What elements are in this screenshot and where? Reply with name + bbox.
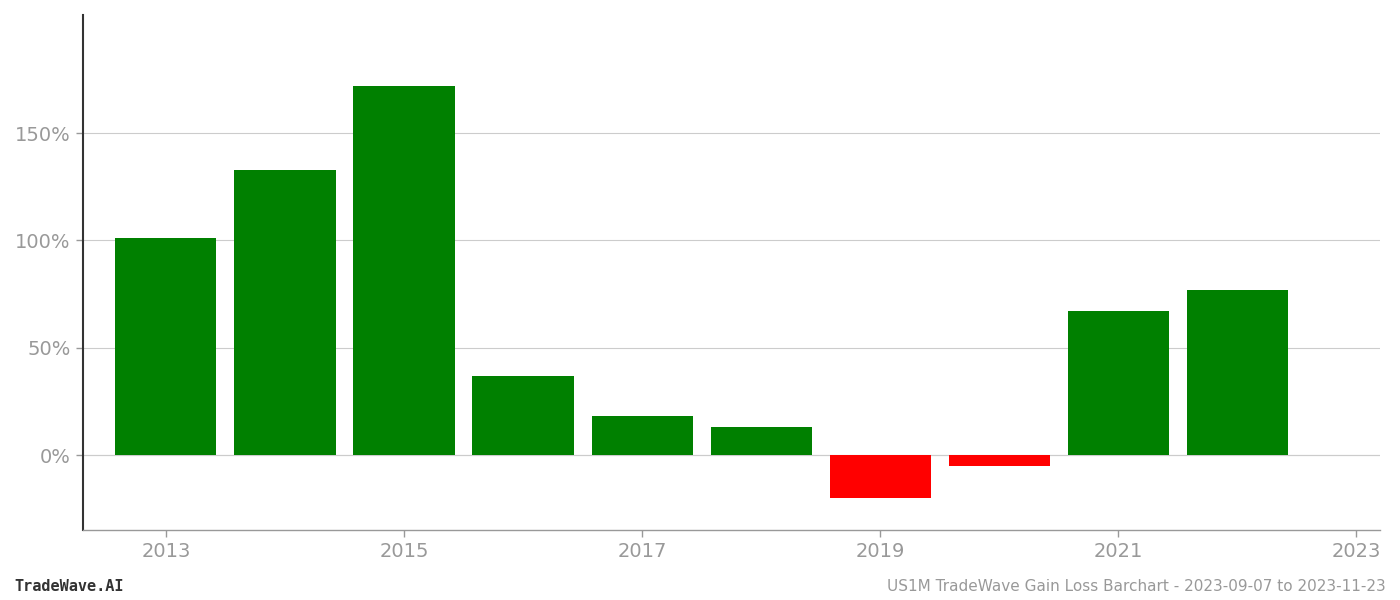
Bar <box>353 86 455 455</box>
Bar <box>711 427 812 455</box>
Bar <box>472 376 574 455</box>
Text: TradeWave.AI: TradeWave.AI <box>14 579 123 594</box>
Bar <box>115 238 217 455</box>
Bar <box>1187 290 1288 455</box>
Bar <box>949 455 1050 466</box>
Text: US1M TradeWave Gain Loss Barchart - 2023-09-07 to 2023-11-23: US1M TradeWave Gain Loss Barchart - 2023… <box>888 579 1386 594</box>
Bar <box>1068 311 1169 455</box>
Bar <box>592 416 693 455</box>
Bar <box>234 170 336 455</box>
Bar <box>830 455 931 498</box>
